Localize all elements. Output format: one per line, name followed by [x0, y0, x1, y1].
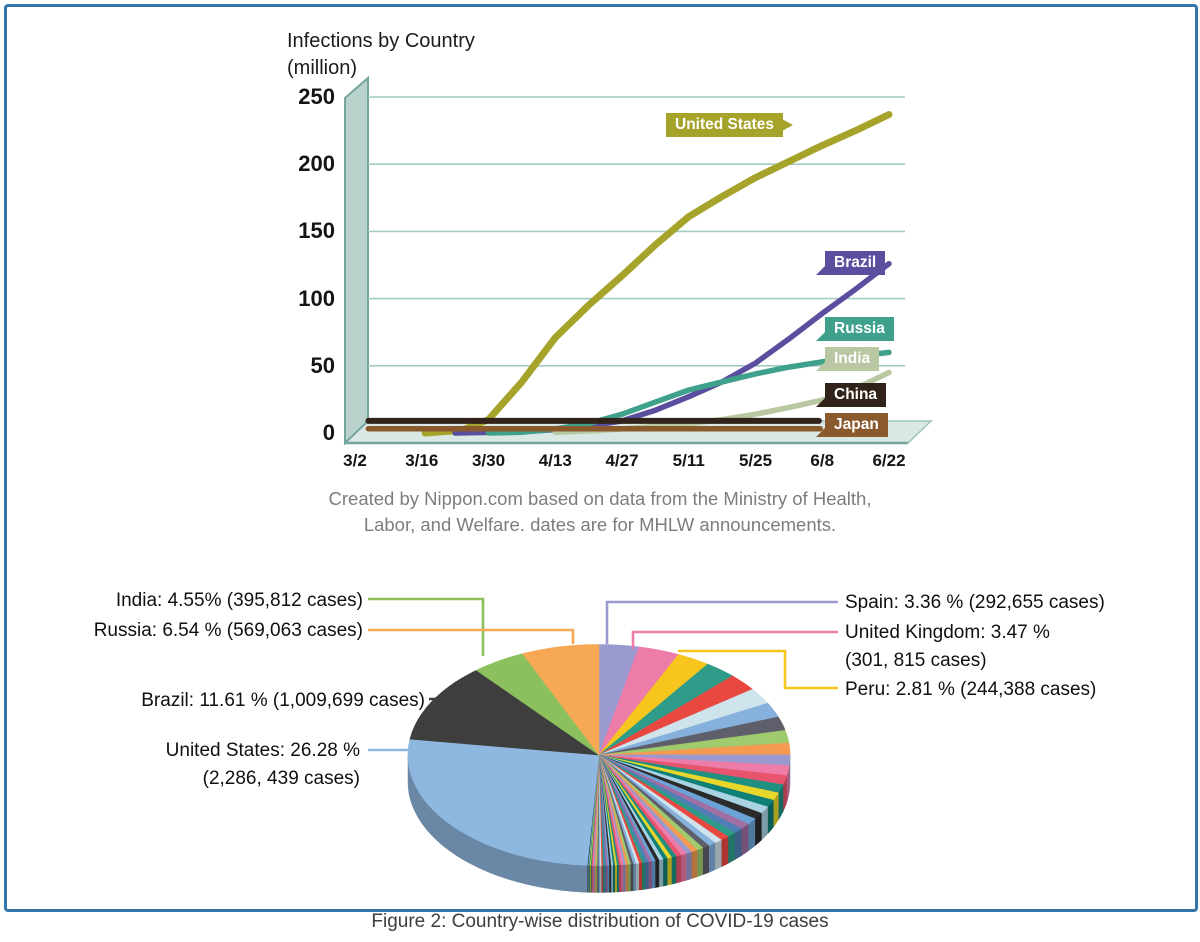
y-tick-label-0: 0 — [322, 420, 335, 445]
pie-slice-india — [475, 653, 600, 756]
pie-rim-other-25 — [691, 849, 698, 880]
pie-rim-other-18 — [734, 828, 742, 861]
pie-rim-other-39 — [635, 862, 640, 891]
pie-slice-russia — [522, 644, 600, 756]
pie-rim-other-52 — [607, 865, 610, 893]
x-tick-label-6-22: 6/22 — [872, 451, 906, 470]
pie-label-united-states: United States: 26.28 % (2,286, 439 cases… — [166, 737, 360, 793]
pie-rim-other-19 — [727, 832, 735, 865]
pie-rim-other-37 — [641, 862, 646, 890]
pie-rim-other-34 — [651, 860, 656, 889]
pie-rim-other-43 — [625, 863, 629, 892]
x-tick-label-3-30: 3/30 — [471, 451, 506, 470]
pie-label-india: India: 4.55% (395,812 cases) — [115, 590, 363, 611]
y-tick-label-250: 250 — [298, 84, 335, 109]
pie-slice-other-7 — [598, 742, 791, 756]
pie-label-russia: Russia: 6.54 % (569,063 cases) — [93, 620, 363, 641]
pie-slice-other-6 — [598, 730, 790, 756]
pie-rim-other-49 — [612, 864, 615, 893]
y-tick-label-150: 150 — [298, 218, 335, 244]
line-chart-title-line2: (million) — [287, 57, 357, 79]
y-tick-label-200: 200 — [298, 151, 335, 177]
pie-leader-india — [368, 597, 485, 656]
x-tick-label-4-27: 4/27 — [605, 451, 639, 470]
pie-slice-other-5 — [598, 716, 786, 756]
pie-rim-other-23 — [702, 845, 709, 876]
pie-rim-other-33 — [654, 859, 660, 888]
pie-rim-other-24 — [696, 847, 703, 878]
pie-rim-other-45 — [620, 864, 624, 893]
pie-label-united-states-line2: (2,286, 439 cases) — [202, 768, 360, 789]
pie-slice-other-1 — [598, 663, 734, 756]
pie-rim-other-26 — [685, 851, 692, 881]
pie-rim-other-40 — [632, 863, 637, 891]
pie-slice-brazil — [409, 669, 601, 756]
pie-label-brazil: Brazil: 11.61 % (1,009,699 cases) — [141, 690, 425, 711]
x-tick-label-6-8: 6/8 — [810, 451, 835, 470]
pie-rim-other-20 — [721, 836, 729, 868]
pie-rim-other-22 — [708, 842, 716, 873]
pie-rim-other-47 — [616, 864, 619, 893]
pie-rim-other-46 — [618, 864, 622, 893]
line-series-united-states — [421, 111, 893, 437]
pie-slice-united-states — [407, 738, 600, 866]
pie-label-united-kingdom-line2: (301, 815 cases) — [845, 650, 987, 671]
pie-label-spain: Spain: 3.36 % (292,655 cases) — [845, 592, 1105, 613]
pie-label-united-states-line1: United States: 26.28 % — [165, 740, 360, 761]
line-series-brazil — [452, 260, 892, 436]
pie-slice-united-kingdom — [598, 646, 680, 756]
pie-rim-other-35 — [647, 860, 652, 890]
pie-rim-other-28 — [675, 854, 682, 884]
series-tag-united-states: United States — [666, 113, 794, 137]
pie-leader-russia — [368, 628, 575, 644]
series-tag-china: China — [815, 383, 887, 407]
pie-rim-other-32 — [658, 858, 664, 888]
pie-rim-other-53 — [605, 865, 608, 893]
pie-leader-united-kingdom — [631, 630, 838, 649]
pie-leader-peru — [678, 649, 838, 690]
x-tick-label-4-13: 4/13 — [538, 451, 572, 470]
series-tag-japan: Japan — [816, 413, 888, 437]
pie-rim-other-41 — [630, 863, 634, 892]
pie-rim-other-17 — [741, 823, 749, 857]
source-note-line2: Labor, and Welfare. dates are for MHLW a… — [363, 514, 837, 535]
pie-slice-other-4 — [598, 702, 779, 756]
pie-rim-other-42 — [627, 863, 631, 892]
pie-rim-other-27 — [680, 853, 687, 883]
pie-rim-other-30 — [666, 856, 672, 886]
figure-caption: Figure 2: Country-wise distribution of C… — [371, 911, 829, 932]
line-chart-title-line1: Infections by Country — [287, 30, 475, 52]
pie-rim-other-21 — [714, 839, 722, 871]
pie-rim-other-36 — [644, 861, 649, 890]
y-tick-label-50: 50 — [310, 352, 335, 378]
series-tag-india: India — [815, 347, 880, 371]
pie-label-united-kingdom-line1: United Kingdom: 3.47 % — [845, 622, 1050, 643]
x-tick-label-3-2: 3/2 — [343, 451, 367, 470]
pie-rim-other-29 — [671, 855, 677, 885]
pie-rim-other-51 — [608, 865, 612, 893]
pie-rim-other-48 — [614, 864, 617, 893]
pie-rim-other-50 — [610, 864, 614, 893]
line-chart-title: Infections by Country (million) — [287, 28, 475, 82]
pie-leader-spain — [605, 600, 838, 644]
source-note-line1: Created by Nippon.com based on data from… — [328, 488, 872, 509]
pie-label-united-kingdom: United Kingdom: 3.47 % (301, 815 cases) — [845, 619, 1050, 675]
series-tag-brazil: Brazil — [815, 251, 886, 275]
x-tick-label-5-11: 5/11 — [672, 451, 705, 470]
pie-rim-other-38 — [638, 862, 643, 891]
pie-slice-other-2 — [598, 675, 754, 756]
pie-slice-peru — [598, 654, 709, 756]
pie-slice-other-3 — [598, 688, 769, 756]
x-tick-label-5-25: 5/25 — [738, 451, 773, 470]
y-tick-label-100: 100 — [298, 285, 335, 311]
pie-label-peru: Peru: 2.81 % (244,388 cases) — [845, 679, 1097, 700]
x-tick-label-3-16: 3/16 — [405, 451, 439, 470]
pie-rim-other-44 — [622, 864, 626, 892]
pie-rim-other-31 — [662, 857, 668, 887]
chart-y-wall — [344, 75, 369, 446]
series-tag-russia: Russia — [816, 317, 894, 341]
